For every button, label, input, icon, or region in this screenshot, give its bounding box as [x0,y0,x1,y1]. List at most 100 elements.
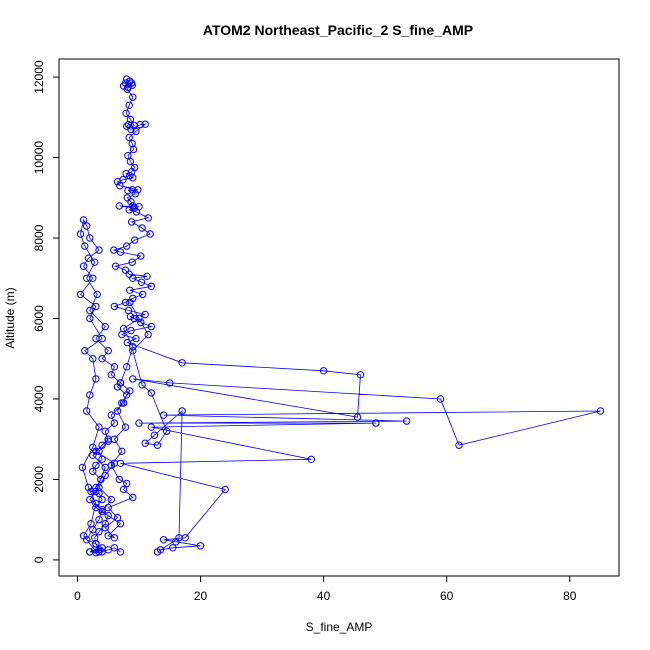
data-point [92,375,100,383]
data-point [131,190,140,198]
data-point [107,411,116,419]
data-point [110,459,119,467]
y-tick-label: 12000 [32,60,46,94]
data-point [119,485,128,494]
data-point [153,441,162,449]
data-point [129,174,137,182]
data-point [89,443,97,451]
data-point [95,246,103,254]
data-point [178,407,186,415]
data-point [455,441,463,449]
data-point [138,224,146,232]
data-point [127,218,136,226]
data-series [76,75,605,557]
data-point [221,485,229,494]
data-point [128,258,136,266]
data-point [107,371,116,379]
data-point [98,455,106,463]
data-point [126,115,135,124]
data-point [93,290,101,299]
data-point [130,314,138,323]
data-point [141,439,149,447]
data-point [122,170,130,178]
data-point [95,447,103,455]
data-point [436,395,445,403]
data-point [92,503,100,512]
data-point [126,286,134,294]
data-point [86,391,94,399]
data-point [127,326,135,335]
data-point [126,157,135,166]
data-point [110,419,119,427]
plot-frame [58,58,620,577]
data-point [129,93,137,101]
data-point [104,511,112,520]
data-point [76,290,85,299]
data-point [123,242,131,250]
data-point [98,355,106,363]
data-point [123,363,131,371]
data-point [144,214,152,222]
data-point [92,461,100,470]
data-point [124,151,132,160]
data-point [123,338,132,347]
data-point [137,252,145,260]
data-point [147,423,156,431]
data-point [129,375,137,383]
data-point [139,290,147,299]
data-point [110,246,118,254]
data-point [87,520,95,528]
data-point [91,258,99,266]
data-point [307,455,315,463]
data-point [129,347,137,355]
data-point [86,314,94,323]
data-point [92,499,100,508]
data-point [115,475,124,484]
data-point [116,548,125,556]
data-point [81,347,89,355]
data-point [123,194,132,202]
data-point [163,427,171,435]
data-point [101,524,109,532]
data-point [127,198,135,206]
data-point [125,206,133,214]
data-point [110,544,119,552]
data-point [104,437,112,445]
y-tick-label: 8000 [32,224,46,251]
data-point [169,544,177,552]
data-point [147,282,156,290]
data-point [125,270,133,278]
data-point [110,363,119,371]
data-point [86,306,94,315]
data-point [107,495,116,504]
data-point [353,413,362,421]
data-point [129,343,137,351]
data-point [125,133,133,142]
data-point [135,419,143,427]
data-point [115,202,124,210]
data-point [132,334,140,343]
data-point [141,120,149,128]
data-point [147,322,156,331]
data-point [78,463,87,472]
data-point [129,145,138,154]
y-tick-label: 4000 [32,385,46,412]
data-point [98,441,106,449]
data-point [101,520,109,528]
data-point [141,310,149,319]
data-point [89,451,97,459]
data-point [98,495,106,504]
data-point [166,379,174,387]
data-point [596,407,605,415]
data-point [95,423,103,431]
x-tick-label: 0 [74,589,81,603]
data-point [86,495,94,504]
data-point [79,532,88,540]
data-point [92,483,100,492]
data-point [95,489,103,498]
data-point [137,318,145,327]
data-point [132,208,141,216]
data-point [111,262,120,270]
data-point [121,266,130,274]
data-point [97,475,105,484]
